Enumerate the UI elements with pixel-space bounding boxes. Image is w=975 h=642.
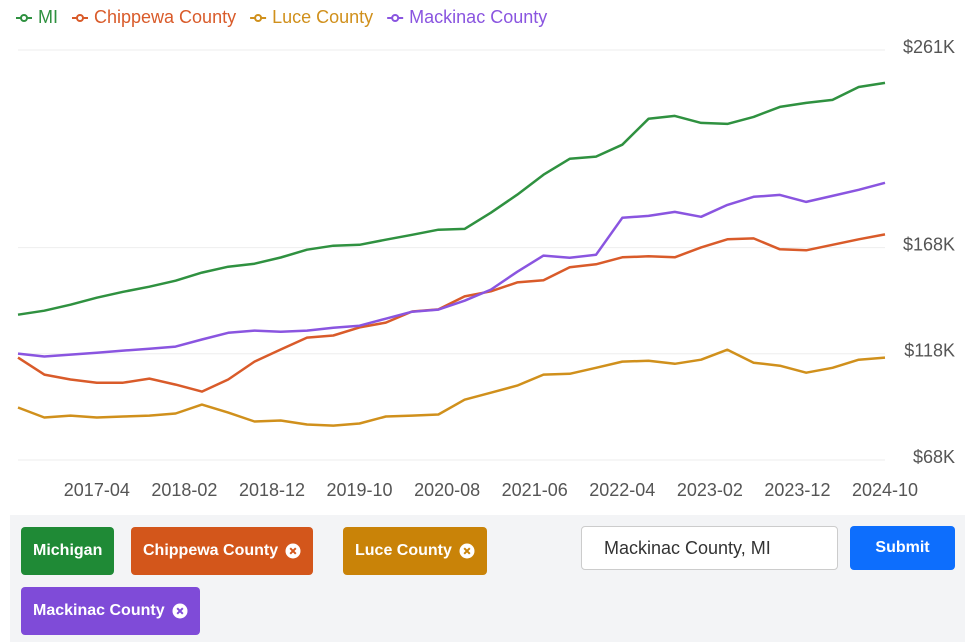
x-tick-label: 2022-04 bbox=[589, 480, 655, 500]
x-tick-label: 2023-12 bbox=[764, 480, 830, 500]
legend-item: Luce County bbox=[250, 7, 373, 27]
series-line bbox=[17, 81, 886, 316]
y-tick-label: $68K bbox=[913, 447, 955, 467]
x-tick-label: 2020-08 bbox=[414, 480, 480, 500]
chip-label: Luce County bbox=[355, 542, 452, 559]
legend-marker bbox=[254, 14, 263, 22]
legend-marker bbox=[20, 14, 28, 22]
chip[interactable]: Michigan bbox=[21, 527, 115, 575]
x-tick-label: 2021-06 bbox=[502, 480, 568, 500]
legend-marker bbox=[76, 14, 84, 22]
x-tick-label: 2018-02 bbox=[151, 480, 217, 500]
legend-label: Mackinac County bbox=[409, 7, 547, 27]
legend-label: MI bbox=[38, 7, 58, 27]
y-tick-label: $168K bbox=[903, 234, 955, 254]
legend-item: Chippewa County bbox=[72, 7, 236, 27]
x-tick-label: 2024-10 bbox=[852, 480, 918, 500]
y-tick-label: $118K bbox=[904, 341, 955, 361]
remove-icon[interactable] bbox=[285, 543, 301, 559]
legend-item: Mackinac County bbox=[387, 7, 547, 27]
series-line bbox=[17, 233, 886, 393]
legend-label: Luce County bbox=[272, 7, 373, 27]
chip-label: Michigan bbox=[33, 542, 103, 559]
legend-marker bbox=[391, 14, 400, 22]
submit-button[interactable]: Submit bbox=[850, 526, 955, 570]
chip-label: Mackinac County bbox=[33, 602, 165, 619]
legend-label: Chippewa County bbox=[94, 7, 236, 27]
chip-label: Chippewa County bbox=[143, 542, 279, 559]
legend-item: MI bbox=[16, 7, 58, 27]
remove-icon[interactable] bbox=[172, 603, 188, 619]
remove-icon[interactable] bbox=[459, 543, 475, 559]
search-input[interactable]: Mackinac County, MI bbox=[581, 526, 838, 570]
chart: $68K $118K $168K $261K 2017-04 2018-02 2018-12… bbox=[16, 7, 955, 500]
chip[interactable]: Mackinac County bbox=[21, 587, 200, 635]
x-tick-label: 2023-02 bbox=[677, 480, 743, 500]
x-tick-label: 2019-10 bbox=[327, 480, 393, 500]
x-tick-label: 2018-12 bbox=[239, 480, 305, 500]
series-line bbox=[17, 348, 886, 427]
controls-panel: Michigan Chippewa County Luce County Mackin… bbox=[10, 515, 965, 642]
chip[interactable]: Chippewa County bbox=[131, 527, 314, 575]
x-tick-label: 2017-04 bbox=[64, 480, 130, 500]
y-tick-label: $261K bbox=[903, 37, 955, 57]
chip[interactable]: Luce County bbox=[343, 527, 487, 575]
series-line bbox=[17, 181, 886, 358]
